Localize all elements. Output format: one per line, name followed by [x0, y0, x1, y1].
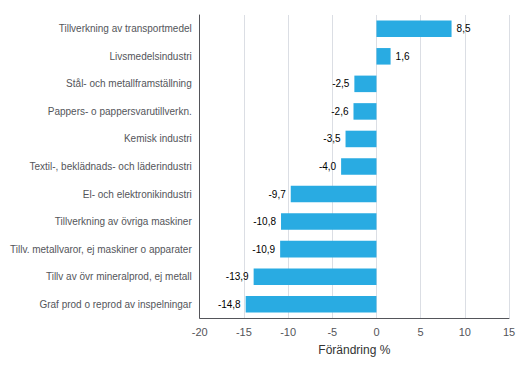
svg-text:8,5: 8,5 [457, 23, 471, 34]
svg-text:Tillverkning av övriga maskine: Tillverkning av övriga maskiner [55, 216, 193, 227]
svg-text:-10,8: -10,8 [253, 216, 276, 227]
svg-text:Tillv av övr mineralprod, ej m: Tillv av övr mineralprod, ej metall [46, 271, 192, 282]
svg-text:Livsmedelsindustri: Livsmedelsindustri [109, 51, 191, 62]
svg-text:Förändring %: Förändring % [318, 343, 390, 357]
svg-text:-14,8: -14,8 [218, 299, 241, 310]
svg-text:Stål- och metallframställning: Stål- och metallframställning [66, 78, 192, 89]
svg-text:-10,9: -10,9 [252, 244, 275, 255]
svg-text:-4,0: -4,0 [319, 161, 337, 172]
svg-text:-13,9: -13,9 [226, 271, 249, 282]
svg-text:0: 0 [373, 326, 379, 338]
svg-text:1,6: 1,6 [396, 51, 410, 62]
svg-text:5: 5 [418, 326, 424, 338]
svg-text:Tillverkning av transportmedel: Tillverkning av transportmedel [59, 23, 192, 34]
svg-text:-10: -10 [280, 326, 296, 338]
svg-text:10: 10 [459, 326, 471, 338]
svg-text:-2,6: -2,6 [331, 106, 349, 117]
svg-text:-3,5: -3,5 [323, 133, 341, 144]
svg-text:Textil-, beklädnads- och läder: Textil-, beklädnads- och läderindustri [29, 161, 191, 172]
svg-text:Kemisk industri: Kemisk industri [124, 133, 192, 144]
svg-text:15: 15 [503, 326, 515, 338]
svg-text:-9,7: -9,7 [269, 189, 287, 200]
svg-text:Graf prod o reprod av inspelni: Graf prod o reprod av inspelningar [39, 299, 192, 310]
svg-text:-20: -20 [192, 326, 208, 338]
svg-text:El- och elektronikindustri: El- och elektronikindustri [83, 189, 192, 200]
svg-text:-15: -15 [236, 326, 252, 338]
svg-text:Tillv. metallvaror, ej maskine: Tillv. metallvaror, ej maskiner o appara… [10, 244, 192, 255]
svg-text:Pappers- o pappersvarutillverk: Pappers- o pappersvarutillverkn. [48, 106, 192, 117]
svg-text:-5: -5 [327, 326, 337, 338]
svg-text:-2,5: -2,5 [332, 78, 350, 89]
